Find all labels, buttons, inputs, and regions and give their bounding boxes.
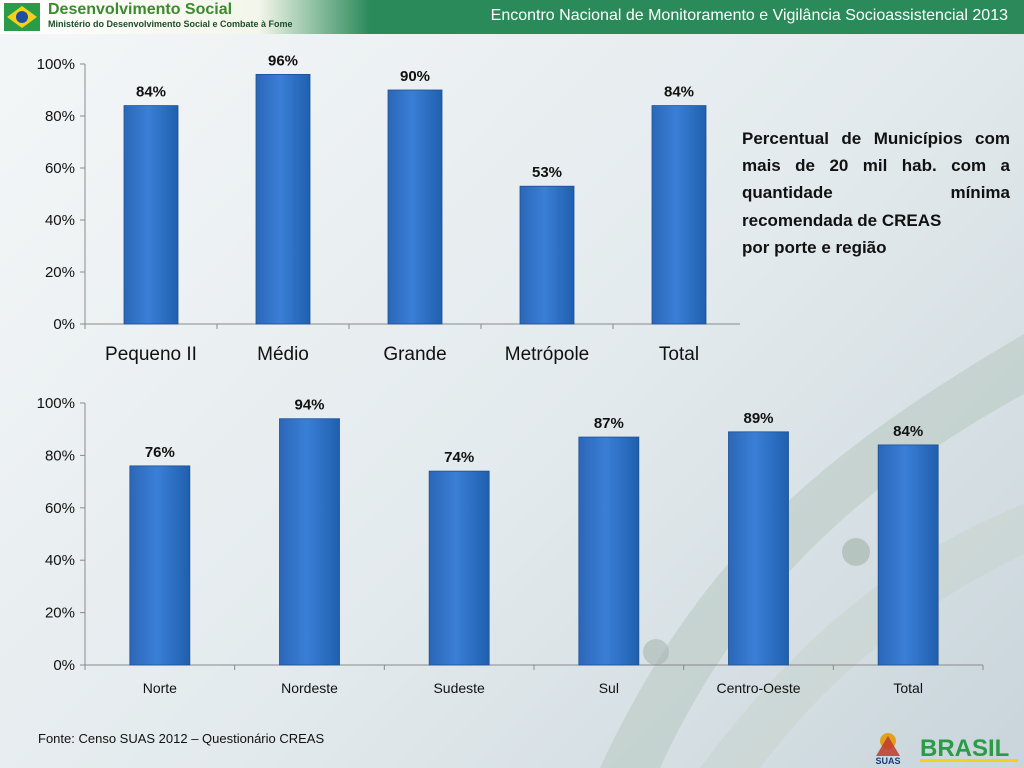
x-category-label: Total	[659, 344, 699, 365]
bar-value-label: 53%	[532, 164, 562, 181]
suas-logo-text: SUAS	[875, 756, 900, 766]
x-category-label: Norte	[143, 680, 177, 696]
bar-value-label: 87%	[594, 415, 624, 432]
y-tick-label: 40%	[45, 212, 75, 229]
bar-value-label: 94%	[294, 397, 324, 414]
y-tick-label: 0%	[53, 657, 75, 674]
bar-value-label: 74%	[444, 449, 474, 466]
bar	[428, 470, 490, 666]
background-swoosh-decoration	[600, 334, 1024, 768]
bar-value-label: 84%	[664, 84, 694, 101]
header-bar: Desenvolvimento Social Ministério do Des…	[0, 0, 1024, 34]
y-tick-label: 100%	[37, 395, 75, 412]
bar	[578, 436, 640, 666]
x-category-label: Nordeste	[281, 680, 338, 696]
x-category-label: Sudeste	[433, 680, 485, 696]
y-tick-label: 80%	[45, 447, 75, 464]
x-category-label: Total	[893, 680, 923, 696]
bar-value-label: 84%	[893, 423, 923, 440]
bar	[651, 105, 707, 325]
bar	[123, 105, 179, 325]
brasil-logo-icon: BRASIL	[920, 735, 1018, 762]
bar	[728, 431, 789, 666]
x-category-label: Centro-Oeste	[716, 680, 800, 696]
y-tick-label: 20%	[45, 605, 75, 622]
y-tick-label: 0%	[53, 316, 75, 333]
x-category-label: Pequeno II	[105, 344, 197, 365]
bar-value-label: 76%	[145, 444, 175, 461]
bar	[519, 185, 575, 325]
bar	[387, 89, 443, 325]
x-category-label: Sul	[599, 680, 619, 696]
x-category-label: Grande	[383, 344, 446, 365]
brand-subtitle: Ministério do Desenvolvimento Social e C…	[48, 19, 293, 29]
x-category-label: Metrópole	[505, 344, 590, 365]
y-tick-label: 80%	[45, 108, 75, 125]
chart-caption: Percentual de Municípios com mais de 20 …	[742, 125, 1010, 261]
brasil-logo-text: BRASIL	[920, 735, 1009, 762]
bar-value-label: 84%	[136, 84, 166, 101]
brazil-flag-icon	[4, 3, 40, 31]
bar-value-label: 89%	[743, 410, 773, 427]
bar-chart-by-region: 0% 20% 40% 60% 80% 100% 76% Norte 94% Nordeste 74%…	[37, 395, 984, 696]
y-tick-label: 40%	[45, 552, 75, 569]
ministry-logo-area: Desenvolvimento Social Ministério do Des…	[0, 0, 370, 34]
x-category-label: Médio	[257, 344, 309, 365]
event-title: Encontro Nacional de Monitoramento e Vig…	[490, 7, 1008, 24]
y-tick-label: 100%	[37, 56, 75, 73]
bar	[255, 74, 311, 325]
y-tick-label: 20%	[45, 264, 75, 281]
bar	[877, 444, 939, 666]
caption-main-text: Percentual de Municípios com mais de 20 …	[742, 129, 1010, 230]
bar-chart-by-size: 0% 20% 40% 60% 80% 100% 84% Pequeno II 96% Médio 9…	[37, 52, 740, 365]
caption-sub-text: por porte e região	[742, 237, 887, 257]
bar	[129, 465, 191, 666]
brand-title: Desenvolvimento Social	[48, 1, 233, 18]
source-note: Fonte: Censo SUAS 2012 – Questionário CR…	[38, 731, 325, 746]
y-tick-label: 60%	[45, 160, 75, 177]
bar-value-label: 96%	[268, 52, 298, 69]
y-tick-label: 60%	[45, 500, 75, 517]
bar	[279, 418, 340, 666]
suas-logo-icon: SUAS	[875, 733, 901, 766]
bar-value-label: 90%	[400, 68, 430, 85]
